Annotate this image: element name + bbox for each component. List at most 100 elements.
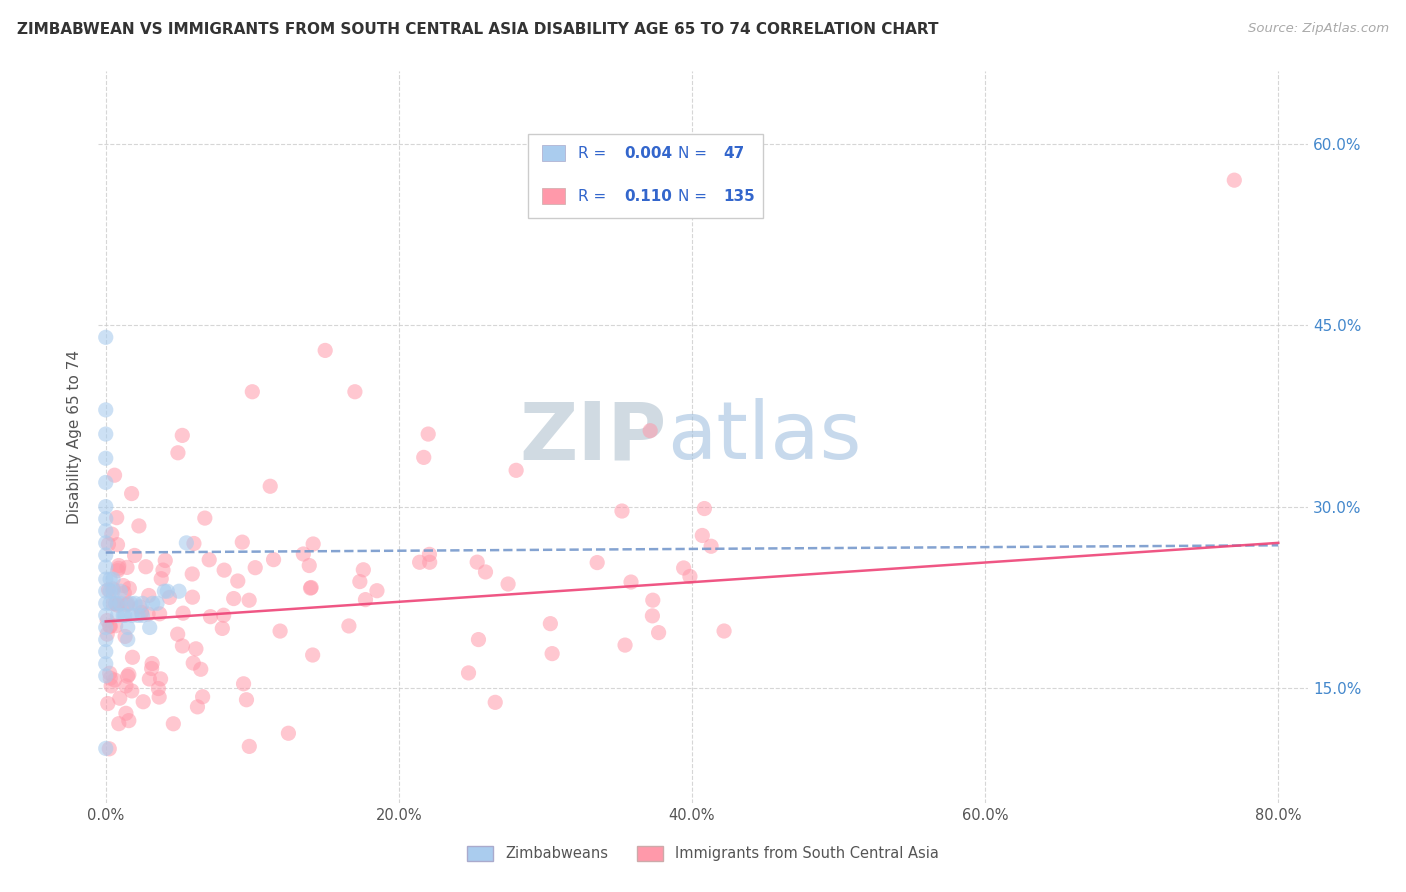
Point	[138, 620, 160, 634]
Point	[412, 450, 434, 465]
Point	[155, 553, 177, 567]
Point	[121, 486, 143, 500]
Point	[94, 741, 117, 756]
Point	[343, 384, 366, 399]
Point	[245, 560, 267, 574]
Point	[132, 695, 155, 709]
Point	[240, 384, 263, 399]
Point	[647, 625, 669, 640]
Text: 47: 47	[724, 145, 745, 161]
Point	[131, 606, 153, 620]
Point	[231, 535, 253, 549]
Point	[94, 475, 117, 490]
Point	[235, 692, 257, 706]
Point	[299, 581, 322, 595]
Point	[156, 584, 179, 599]
Point	[610, 504, 633, 518]
Point	[194, 511, 217, 525]
Point	[620, 575, 643, 590]
Point	[124, 596, 146, 610]
Point	[638, 424, 661, 438]
Point	[186, 699, 208, 714]
Point	[128, 599, 150, 614]
FancyBboxPatch shape	[543, 145, 565, 161]
Point	[212, 608, 235, 623]
Point	[679, 569, 702, 583]
Point	[107, 716, 129, 731]
Point	[121, 608, 143, 623]
Point	[162, 716, 184, 731]
Point	[107, 608, 129, 623]
Point	[166, 627, 188, 641]
Point	[538, 616, 561, 631]
Point	[98, 619, 121, 633]
Point	[172, 428, 194, 442]
Point	[118, 714, 141, 728]
Point	[97, 582, 120, 597]
Point	[94, 608, 117, 623]
Point	[94, 645, 117, 659]
Point	[259, 479, 281, 493]
Point	[418, 547, 440, 561]
Point	[181, 590, 204, 604]
Point	[94, 620, 117, 634]
Point	[94, 511, 117, 525]
Point	[94, 632, 117, 647]
Point	[114, 630, 136, 644]
Point	[94, 548, 117, 562]
Point	[211, 622, 233, 636]
Point	[167, 584, 190, 599]
Point	[263, 552, 285, 566]
Point	[103, 468, 125, 483]
Point	[149, 672, 172, 686]
Point	[107, 564, 129, 578]
Text: 0.110: 0.110	[624, 189, 672, 204]
Point	[301, 648, 323, 662]
Point	[496, 577, 519, 591]
FancyBboxPatch shape	[543, 188, 565, 204]
Point	[101, 584, 124, 599]
Point	[672, 561, 695, 575]
Point	[586, 556, 609, 570]
Point	[198, 553, 221, 567]
Point	[349, 574, 371, 589]
Point	[141, 657, 163, 671]
Point	[269, 624, 291, 638]
Point	[115, 560, 138, 574]
Point	[232, 677, 254, 691]
FancyBboxPatch shape	[527, 134, 763, 218]
Point	[94, 669, 117, 683]
Point	[94, 500, 117, 514]
Point	[121, 684, 143, 698]
Point	[238, 739, 260, 754]
Text: 0.004: 0.004	[624, 145, 672, 161]
Point	[142, 596, 165, 610]
Point	[104, 673, 127, 687]
Point	[103, 597, 125, 611]
Point	[107, 598, 129, 612]
Point	[120, 596, 142, 610]
Point	[614, 638, 637, 652]
Point	[238, 593, 260, 607]
Point	[98, 619, 121, 633]
Point	[141, 661, 163, 675]
Point	[104, 618, 127, 632]
Point	[484, 695, 506, 709]
Point	[212, 563, 235, 577]
Point	[107, 558, 129, 573]
Point	[124, 549, 146, 563]
Point	[408, 555, 430, 569]
Text: atlas: atlas	[666, 398, 860, 476]
Point	[94, 524, 117, 538]
Point	[96, 614, 118, 628]
Text: 135: 135	[724, 189, 755, 204]
Point	[127, 608, 149, 623]
Point	[222, 591, 245, 606]
Point	[190, 662, 212, 676]
Point	[94, 584, 117, 599]
Point	[148, 690, 170, 704]
Text: R =: R =	[578, 189, 616, 204]
Point	[541, 647, 564, 661]
Point	[419, 555, 441, 569]
Point	[467, 632, 489, 647]
